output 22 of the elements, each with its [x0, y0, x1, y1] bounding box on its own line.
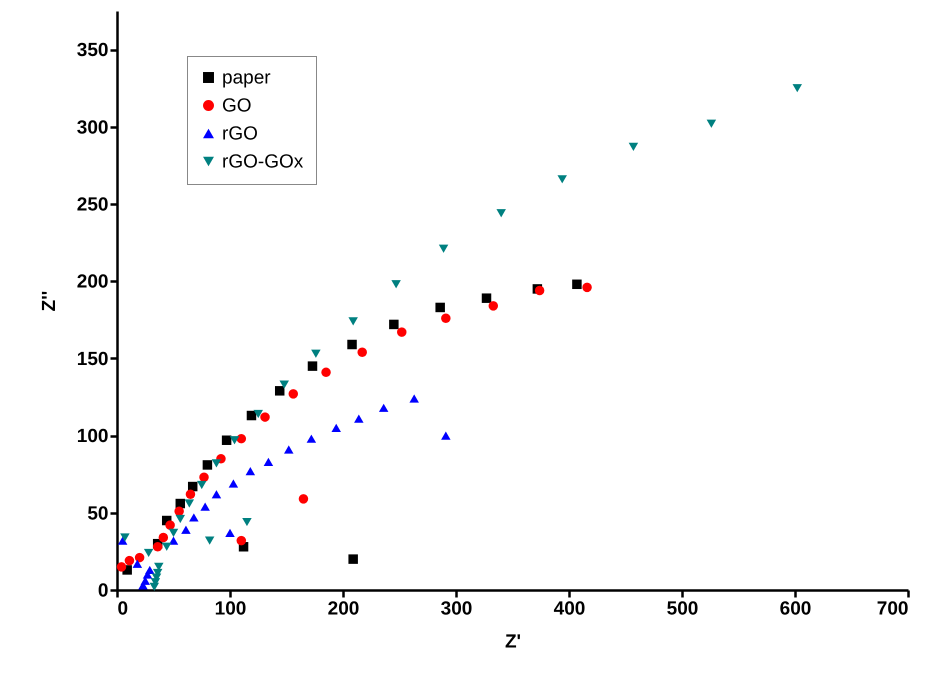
y-axis-title: Z'' [38, 290, 60, 312]
y-tick-label: 300 [76, 117, 108, 138]
y-tick-label: 250 [76, 194, 108, 216]
x-tick-label: 0 [118, 598, 128, 620]
y-tick-label: 100 [76, 426, 108, 448]
y-tick-label: 50 [87, 503, 108, 524]
x-tick-label: 200 [328, 598, 360, 620]
legend-label: rGO-GOx [222, 152, 304, 172]
legend-label: GO [222, 96, 252, 116]
y-tick-label: 0 [98, 580, 108, 602]
y-tick-label: 350 [76, 40, 108, 62]
x-tick-label: 500 [666, 598, 698, 620]
x-tick-label: 600 [780, 598, 812, 620]
x-tick-label: 700 [876, 598, 908, 620]
x-tick-label: 100 [214, 598, 246, 620]
x-axis-title: Z' [504, 632, 522, 652]
x-tick-label: 400 [554, 598, 586, 620]
legend-label: paper [222, 68, 272, 88]
y-tick-label: 150 [76, 348, 108, 370]
legend-label: rGO [222, 124, 258, 144]
x-tick-label: 300 [440, 598, 472, 620]
y-tick-label: 200 [76, 272, 108, 293]
